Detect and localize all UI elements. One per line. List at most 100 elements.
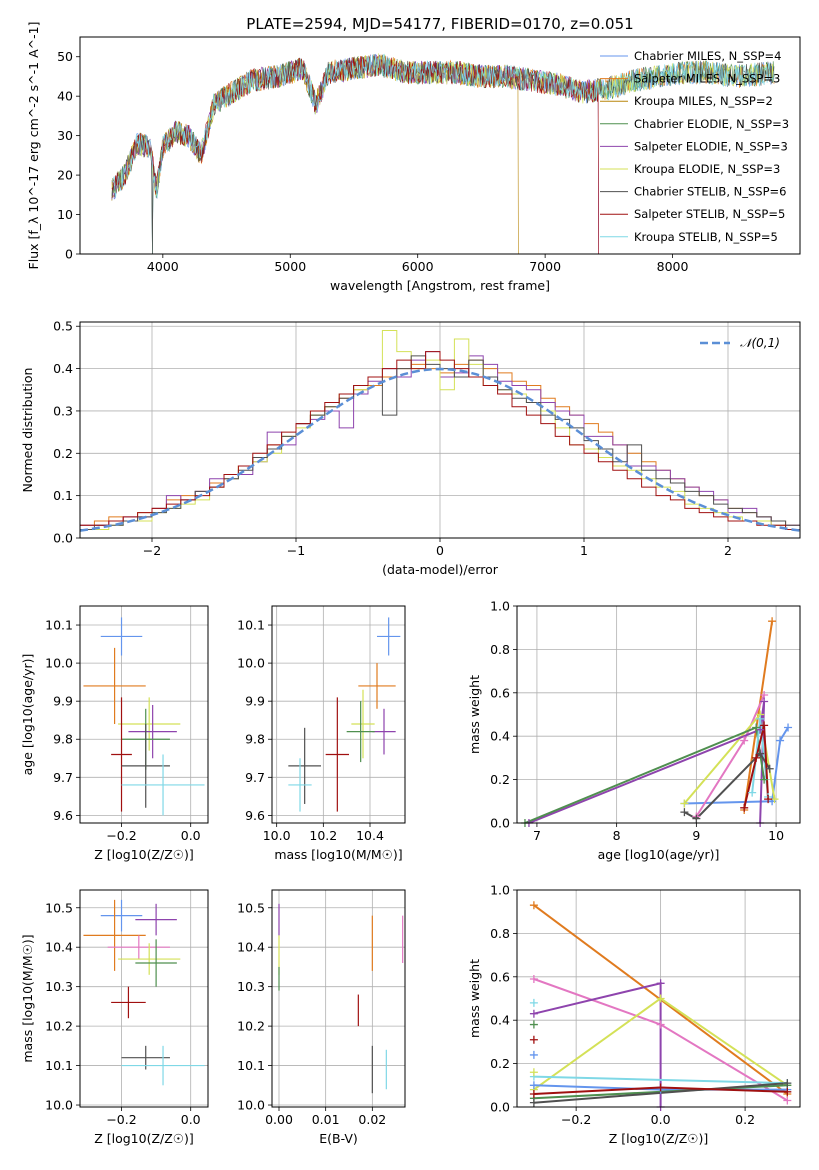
spectrum-line xyxy=(111,55,519,254)
y-tick-label: 10.4 xyxy=(45,940,73,955)
x-tick-label: 0.01 xyxy=(312,1112,340,1127)
y-tick-label: 10.0 xyxy=(45,656,73,671)
y-tick-label: 10 xyxy=(57,207,73,222)
panel-mass_vs_Z: −0.2 0.0 10.0 10.1 10.2 10.3 10.4 10.5 Z [log10(… xyxy=(20,889,209,1146)
x-tick-label: 7 xyxy=(533,828,541,843)
y-tick-label: 10.4 xyxy=(237,940,265,955)
axes-frame xyxy=(516,889,801,1108)
panel-mass_vs_ebv: 0.00 0.01 0.02 10.0 10.1 10.2 10.3 10.4 10.5 E(B-… xyxy=(237,889,406,1146)
x-tick-label: 8 xyxy=(613,828,621,843)
x-axis-label: Z [log10(Z/Z☉)] xyxy=(609,1131,709,1146)
y-tick-label: 10.5 xyxy=(45,900,73,915)
y-axis-label: mass weight xyxy=(467,675,482,754)
y-tick-label: 10.1 xyxy=(237,1058,265,1073)
point-marker xyxy=(656,979,665,988)
y-tick-label: 9.7 xyxy=(53,770,73,785)
spectrum-line xyxy=(111,53,775,199)
y-tick-label: 10.2 xyxy=(237,1019,265,1034)
point-marker xyxy=(529,1081,538,1090)
point-marker xyxy=(656,1083,665,1092)
y-axis-label: age [log10(age/yr)] xyxy=(20,654,35,776)
y-tick-label: 0.6 xyxy=(490,685,510,700)
y-tick-label: 10.5 xyxy=(237,900,265,915)
legend-label: Kroupa STELIB, N_SSP=5 xyxy=(634,230,778,244)
y-axis-label: mass weight xyxy=(467,959,482,1038)
y-tick-label: 0.1 xyxy=(53,488,73,503)
y-tick-label: 0 xyxy=(65,247,73,262)
point-marker xyxy=(529,1035,538,1044)
x-tick-label: 0.00 xyxy=(265,1112,293,1127)
plot-area xyxy=(111,53,775,254)
spectrum-line xyxy=(111,54,599,254)
legend-label: Chabrier MILES, N_SSP=4 xyxy=(634,49,781,63)
y-tick-label: 10.0 xyxy=(237,656,265,671)
y-tick-label: 0.2 xyxy=(53,446,73,461)
legend-label: Salpeter ELODIE, N_SSP=3 xyxy=(634,139,788,153)
y-tick-label: 10.1 xyxy=(45,618,73,633)
y-tick-label: 10.1 xyxy=(237,618,265,633)
y-tick-label: 0.5 xyxy=(53,319,73,334)
y-tick-label: 0.8 xyxy=(490,926,510,941)
x-tick-label: 10.4 xyxy=(356,828,384,843)
legend-label: Salpeter STELIB, N_SSP=5 xyxy=(634,207,785,221)
x-tick-label: 0.2 xyxy=(735,1112,755,1127)
y-tick-label: 1.0 xyxy=(490,599,510,614)
y-tick-label: 9.9 xyxy=(245,694,265,709)
panel-age_vs_mass: 10.0 10.2 10.4 9.6 9.7 9.8 9.9 10.0 10.1 mass [lo… xyxy=(237,605,406,862)
plot-area xyxy=(288,617,401,812)
point-marker xyxy=(760,721,769,730)
x-tick-label: 10 xyxy=(768,828,784,843)
point-marker xyxy=(529,974,538,983)
spectrum-line xyxy=(111,54,775,254)
x-tick-label: 2 xyxy=(724,543,732,558)
y-tick-label: 0.0 xyxy=(53,531,73,546)
point-marker xyxy=(756,714,765,723)
x-axis-label: wavelength [Angstrom, rest frame] xyxy=(330,278,550,293)
legend-label: Kroupa MILES, N_SSP=2 xyxy=(634,94,773,108)
weight-line xyxy=(533,1075,788,1085)
plot-area xyxy=(83,617,205,816)
legend-label: Salpeter MILES, N_SSP=3 xyxy=(634,72,780,86)
axes-frame xyxy=(79,321,801,539)
panel-residuals: −2 −1 0 1 2 0.0 0.1 0.2 0.3 0.4 0.5 (data-model)/er… xyxy=(20,319,801,577)
point-marker xyxy=(529,998,538,1007)
y-tick-label: 50 xyxy=(57,49,73,64)
y-tick-label: 9.6 xyxy=(53,808,73,823)
point-marker xyxy=(529,1068,538,1077)
x-tick-label: 10.0 xyxy=(263,828,291,843)
y-tick-label: 0.4 xyxy=(490,729,510,744)
x-tick-label: 0.0 xyxy=(181,1112,201,1127)
y-tick-label: 10.3 xyxy=(237,979,265,994)
y-tick-label: 20 xyxy=(57,168,73,183)
plot-area xyxy=(80,329,800,532)
y-axis-label: Normed distribution xyxy=(20,368,35,493)
spectrum-line xyxy=(111,55,599,254)
point-marker xyxy=(748,788,757,797)
y-tick-label: 10.0 xyxy=(237,1098,265,1113)
y-tick-label: 9.8 xyxy=(53,732,73,747)
x-axis-label: Z [log10(Z/Z☉)] xyxy=(94,1131,194,1146)
y-tick-label: 9.6 xyxy=(245,808,265,823)
x-tick-label: 6000 xyxy=(402,259,434,274)
y-tick-label: 10.3 xyxy=(45,979,73,994)
x-tick-label: 8000 xyxy=(657,259,689,274)
x-tick-label: 4000 xyxy=(147,259,179,274)
plot-area xyxy=(83,899,205,1086)
point-marker xyxy=(765,764,774,773)
point-marker xyxy=(784,723,793,732)
y-tick-label: 0.4 xyxy=(490,1013,510,1028)
x-axis-label: (data-model)/error xyxy=(382,562,499,577)
legend-label: Chabrier ELODIE, N_SSP=3 xyxy=(634,117,789,131)
point-marker xyxy=(783,1079,792,1088)
y-tick-label: 1.0 xyxy=(490,883,510,898)
panel-mass_weight_vs_age: 7 8 9 10 0.0 0.2 0.4 0.6 0.8 1.0 age [log10(age/yr… xyxy=(467,599,801,862)
panel-age_vs_Z: −0.2 0.0 9.6 9.7 9.8 9.9 10.0 10.1 Z [log10(Z/Z☉… xyxy=(20,605,209,862)
axes-frame xyxy=(516,605,801,824)
point-marker xyxy=(740,803,749,812)
weight-line xyxy=(743,725,770,809)
point-marker xyxy=(680,799,689,808)
point-marker xyxy=(656,1020,665,1029)
point-marker xyxy=(768,617,777,626)
x-tick-label: 1 xyxy=(580,543,588,558)
x-tick-label: −1 xyxy=(287,543,305,558)
